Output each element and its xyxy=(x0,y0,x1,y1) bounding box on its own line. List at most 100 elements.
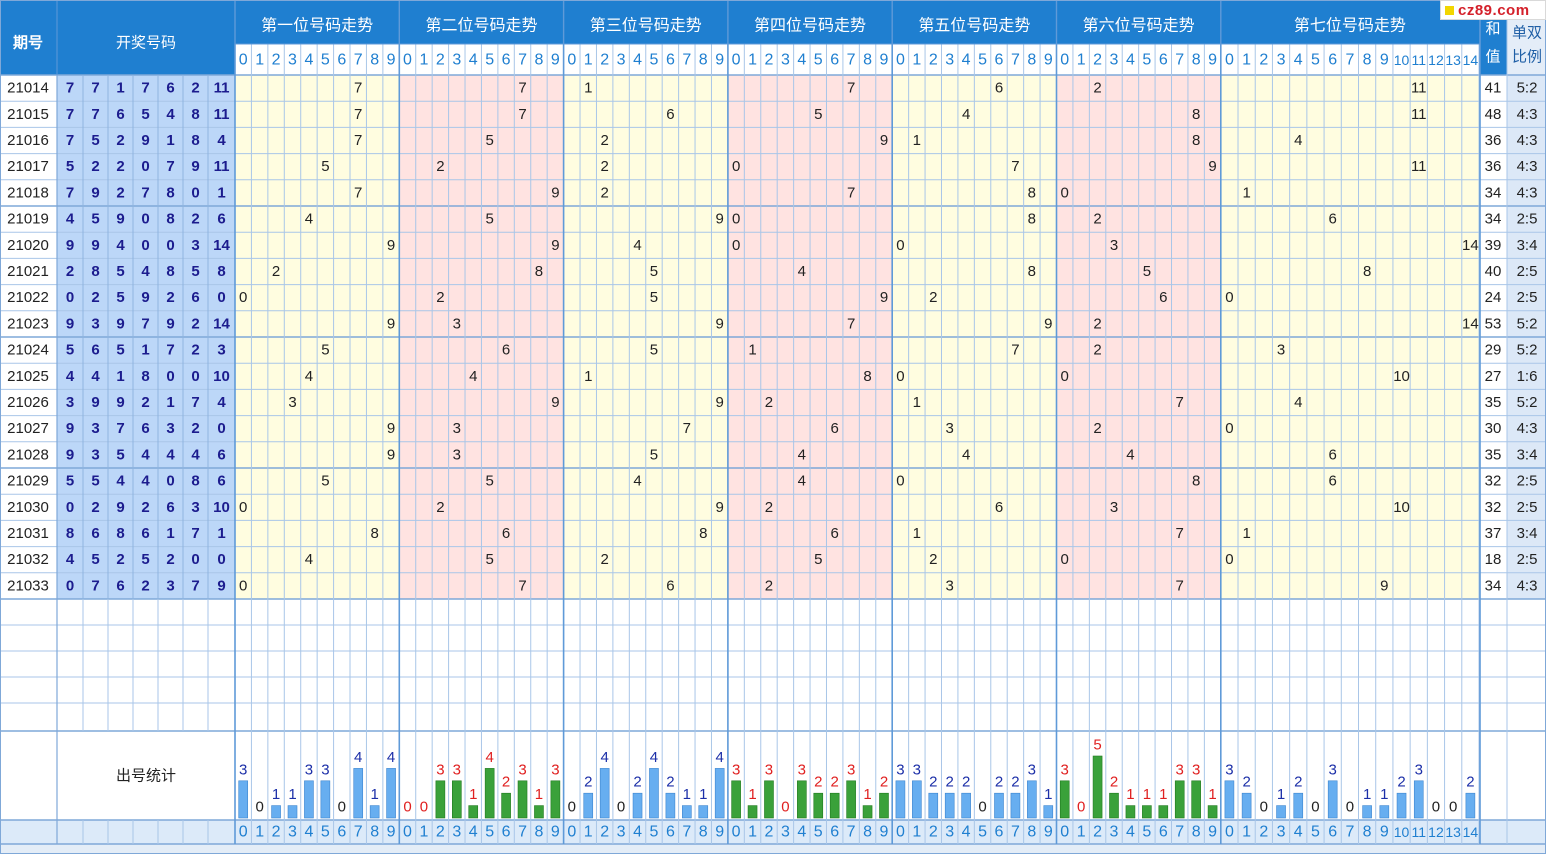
frequency-value: 2 xyxy=(1011,774,1019,791)
trend-number: 6 xyxy=(666,106,674,123)
draw-number: 5 xyxy=(116,446,124,463)
draw-number: 0 xyxy=(66,577,74,594)
trend-number: 8 xyxy=(1363,263,1371,280)
trend-number: 2 xyxy=(929,289,937,306)
draw-number: 2 xyxy=(91,499,99,516)
trend-number: 4 xyxy=(305,368,313,385)
trend-number: 8 xyxy=(1028,211,1036,228)
frequency-value: 4 xyxy=(485,749,493,766)
frequency-bar xyxy=(534,805,544,819)
digit-header: 7 xyxy=(1175,52,1184,69)
ratio-value: 5:2 xyxy=(1517,80,1538,97)
digit-footer: 2 xyxy=(1259,824,1268,841)
trend-number: 0 xyxy=(239,499,247,516)
sum-value: 40 xyxy=(1485,263,1502,280)
digit-header: 8 xyxy=(699,52,708,69)
draw-number: 11 xyxy=(214,106,230,123)
sum-value: 29 xyxy=(1485,342,1502,359)
sum-value: 37 xyxy=(1485,525,1502,542)
trend-number: 5 xyxy=(321,473,329,490)
period-cell: 21029 xyxy=(7,473,49,490)
frequency-value: 0 xyxy=(568,799,576,816)
frequency-value: 4 xyxy=(650,749,658,766)
trend-number: 0 xyxy=(732,237,740,254)
trend-number: 2 xyxy=(765,499,773,516)
draw-number: 4 xyxy=(166,106,175,123)
frequency-value: 3 xyxy=(847,761,855,778)
draw-number: 9 xyxy=(66,446,74,463)
digit-header: 5 xyxy=(650,52,659,69)
period-cell: 21025 xyxy=(7,368,49,385)
trend-number: 6 xyxy=(502,525,510,542)
frequency-value: 3 xyxy=(765,761,773,778)
trend-number: 0 xyxy=(1061,368,1069,385)
frequency-bar xyxy=(287,805,298,819)
draw-number: 4 xyxy=(141,473,150,490)
trend-number: 7 xyxy=(847,184,855,201)
frequency-value: 3 xyxy=(913,761,921,778)
frequency-bar xyxy=(1142,805,1152,819)
digit-header: 2 xyxy=(929,52,938,69)
sum-value: 35 xyxy=(1485,446,1502,463)
digit-footer: 3 xyxy=(617,824,626,841)
draw-number: 5 xyxy=(91,473,99,490)
digit-footer: 6 xyxy=(995,824,1004,841)
digit-footer: 8 xyxy=(699,824,708,841)
draw-number: 9 xyxy=(91,394,99,411)
frequency-bar xyxy=(271,805,281,819)
frequency-bar xyxy=(1158,805,1169,819)
draw-number: 8 xyxy=(217,263,225,280)
frequency-bar xyxy=(1379,805,1390,819)
bottom-strip-bg xyxy=(0,844,1546,854)
digit-header: 4 xyxy=(469,52,478,69)
trend-number: 3 xyxy=(1110,499,1118,516)
draw-number: 7 xyxy=(191,525,199,542)
frequency-value: 0 xyxy=(1432,799,1440,816)
frequency-value: 0 xyxy=(1311,799,1319,816)
digit-footer: 6 xyxy=(337,824,346,841)
draw-number: 0 xyxy=(166,237,174,254)
frequency-bar xyxy=(1465,792,1476,819)
position-6-title: 第六位号码走势 xyxy=(1083,17,1195,35)
frequency-value: 1 xyxy=(1208,786,1216,803)
digit-footer: 3 xyxy=(1277,824,1286,841)
digit-header: 7 xyxy=(518,52,527,69)
digit-footer: 2 xyxy=(929,824,938,841)
draw-number: 8 xyxy=(191,106,199,123)
digit-footer: 3 xyxy=(1110,824,1119,841)
draw-number: 0 xyxy=(166,368,174,385)
draw-number: 7 xyxy=(191,394,199,411)
draw-number: 14 xyxy=(213,237,230,254)
digit-header: 6 xyxy=(666,52,675,69)
period-cell: 21030 xyxy=(7,499,49,516)
trend-number: 9 xyxy=(716,211,724,228)
trend-number: 8 xyxy=(1192,132,1200,149)
draw-number: 0 xyxy=(166,473,174,490)
digit-header: 2 xyxy=(272,52,281,69)
trend-number: 2 xyxy=(601,158,609,175)
digit-footer: 4 xyxy=(633,824,642,841)
ratio-value: 5:2 xyxy=(1517,394,1538,411)
trend-number: 5 xyxy=(321,158,329,175)
digit-header: 5 xyxy=(978,52,987,69)
digit-header: 4 xyxy=(1126,52,1135,69)
frequency-bar xyxy=(1224,780,1235,819)
frequency-bar xyxy=(632,792,643,819)
digit-header: 6 xyxy=(1328,52,1337,69)
frequency-bar xyxy=(649,768,659,819)
digit-footer: 2 xyxy=(600,824,609,841)
frequency-value: 0 xyxy=(255,799,263,816)
trend-number: 7 xyxy=(847,315,855,332)
ratio-value: 2:5 xyxy=(1517,263,1538,280)
trend-number: 2 xyxy=(1093,80,1101,97)
frequency-bar xyxy=(550,780,561,819)
digit-footer: 2 xyxy=(765,824,774,841)
digit-footer: 5 xyxy=(1142,824,1151,841)
position-1-title: 第一位号码走势 xyxy=(261,17,373,35)
site-logo[interactable]: cz89.com xyxy=(1440,0,1546,20)
period-cell: 21020 xyxy=(7,237,49,254)
trend-number: 7 xyxy=(354,80,362,97)
ratio-value: 4:3 xyxy=(1517,132,1538,149)
digit-header: 1 xyxy=(748,52,757,69)
frequency-value: 2 xyxy=(880,774,888,791)
